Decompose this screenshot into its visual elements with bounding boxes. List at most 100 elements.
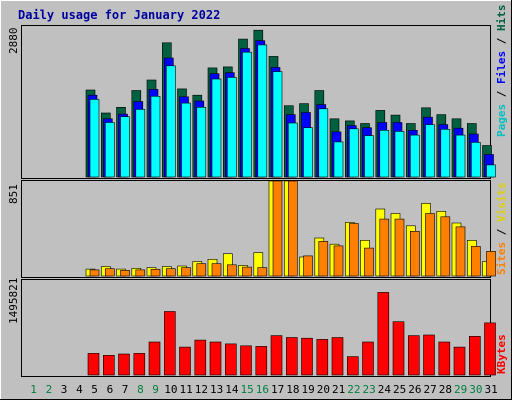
sites-bar-22 <box>348 223 359 277</box>
day-labels: 1 2 3 4 5 6 7 8 9 10 11 12 13 14 15 16 17 18 19 20 21 22 23 24 2… <box>30 383 497 396</box>
legend-pages: Pages <box>495 104 508 137</box>
kbytes-bar-28 <box>438 341 451 376</box>
legend-mid: Sites / Visits <box>495 182 508 275</box>
sites-bar-5 <box>89 269 100 277</box>
day-label-27: 27 <box>423 383 436 396</box>
pages-bar-16 <box>257 44 268 178</box>
day-label-22: 22 <box>347 383 360 396</box>
sites-bar-14 <box>227 264 237 277</box>
day-label-4: 4 <box>76 383 83 396</box>
sites-bar-25 <box>394 218 405 277</box>
sites-bar-16 <box>257 267 268 277</box>
kbytes-bar-13 <box>209 341 222 376</box>
kbytes-bar-29 <box>453 346 466 376</box>
legend-files: Files <box>495 51 508 84</box>
mid-axis-max-label: 851 <box>7 184 20 204</box>
pages-bar-23 <box>364 135 374 178</box>
day-label-11: 11 <box>179 383 192 396</box>
kbytes-bar-5 <box>87 353 100 376</box>
day-label-9: 9 <box>152 383 159 396</box>
kbytes-bar-26 <box>407 335 420 376</box>
kbytes-bar-24 <box>377 292 390 376</box>
pages-bar-29 <box>455 134 466 178</box>
pages-bar-25 <box>394 131 405 178</box>
sites-bar-31 <box>486 251 496 277</box>
day-label-19: 19 <box>301 383 314 396</box>
pages-bar-10 <box>166 65 176 178</box>
day-label-10: 10 <box>164 383 177 396</box>
legend-top: Pages / Files / Hits <box>495 5 508 138</box>
day-label-29: 29 <box>454 383 467 396</box>
pages-bar-9 <box>150 96 161 178</box>
kbytes-bar-7 <box>118 353 130 376</box>
sites-bar-21 <box>333 245 344 277</box>
kbytes-bar-10 <box>164 311 176 376</box>
sites-bar-15 <box>242 266 252 277</box>
sites-bar-20 <box>318 241 329 277</box>
sites-bar-26 <box>409 231 420 277</box>
legend-hits: Hits <box>495 5 508 32</box>
legend-kbytes: KBytes <box>495 334 508 374</box>
sites-bar-12 <box>196 263 207 277</box>
bot-axis-max-label: 1495821 <box>7 278 20 324</box>
kbytes-bar-27 <box>423 334 435 376</box>
sites-bar-28 <box>440 216 451 277</box>
kbytes-bar-31 <box>484 322 496 376</box>
sites-bar-18 <box>287 180 298 277</box>
pages-bar-21 <box>333 141 344 178</box>
pages-bar-20 <box>318 108 329 178</box>
kbytes-bar-21 <box>331 337 344 376</box>
pages-bar-26 <box>409 134 420 178</box>
sites-bar-17 <box>272 180 283 277</box>
sites-bar-23 <box>364 247 374 277</box>
day-label-28: 28 <box>439 383 452 396</box>
chart-title: Daily usage for January 2022 <box>18 8 220 22</box>
pages-bar-15 <box>242 51 252 178</box>
pages-bar-28 <box>440 129 451 178</box>
day-label-2: 2 <box>46 383 53 396</box>
kbytes-bar-6 <box>103 354 115 376</box>
day-label-15: 15 <box>240 383 253 396</box>
day-label-24: 24 <box>378 383 392 396</box>
kbytes-bar-14 <box>225 343 237 376</box>
legend-sep-3: / <box>495 222 508 242</box>
legend-sep-1: / <box>495 84 508 104</box>
pages-bar-12 <box>196 107 207 178</box>
sites-bar-13 <box>211 263 222 277</box>
pages-bar-18 <box>287 122 298 178</box>
kbytes-bar-20 <box>316 339 329 376</box>
pages-bar-31 <box>486 164 496 178</box>
kbytes-bar-30 <box>468 335 481 376</box>
sites-bar-7 <box>120 270 130 277</box>
sites-bar-6 <box>105 268 115 277</box>
day-label-12: 12 <box>195 383 208 396</box>
day-label-7: 7 <box>122 383 129 396</box>
top-axis-max-label: 2880 <box>7 28 20 55</box>
kbytes-bar-9 <box>148 341 161 376</box>
kbytes-bar-11 <box>179 346 191 376</box>
pages-bar-7 <box>120 116 130 178</box>
day-label-18: 18 <box>286 383 299 396</box>
sites-bar-19 <box>303 255 313 277</box>
kbytes-bar-23 <box>362 341 374 376</box>
day-label-23: 23 <box>362 383 375 396</box>
day-label-13: 13 <box>210 383 223 396</box>
sites-bar-24 <box>379 218 390 277</box>
pages-bar-5 <box>89 99 100 178</box>
pages-bar-30 <box>470 142 481 178</box>
pages-bar-14 <box>227 77 237 178</box>
pages-bar-19 <box>303 127 313 178</box>
kbytes-bar-17 <box>270 335 283 376</box>
day-label-26: 26 <box>408 383 421 396</box>
legend-sep-2: / <box>495 31 508 51</box>
kbytes-bar-25 <box>392 321 405 376</box>
kbytes-bar-15 <box>240 345 252 376</box>
kbytes-bar-12 <box>194 339 207 376</box>
pages-bar-17 <box>272 71 283 178</box>
kbytes-bar-19 <box>301 337 313 376</box>
day-label-20: 20 <box>317 383 330 396</box>
chart-marks <box>85 29 496 376</box>
sites-bar-11 <box>181 267 191 277</box>
day-label-21: 21 <box>332 383 345 396</box>
